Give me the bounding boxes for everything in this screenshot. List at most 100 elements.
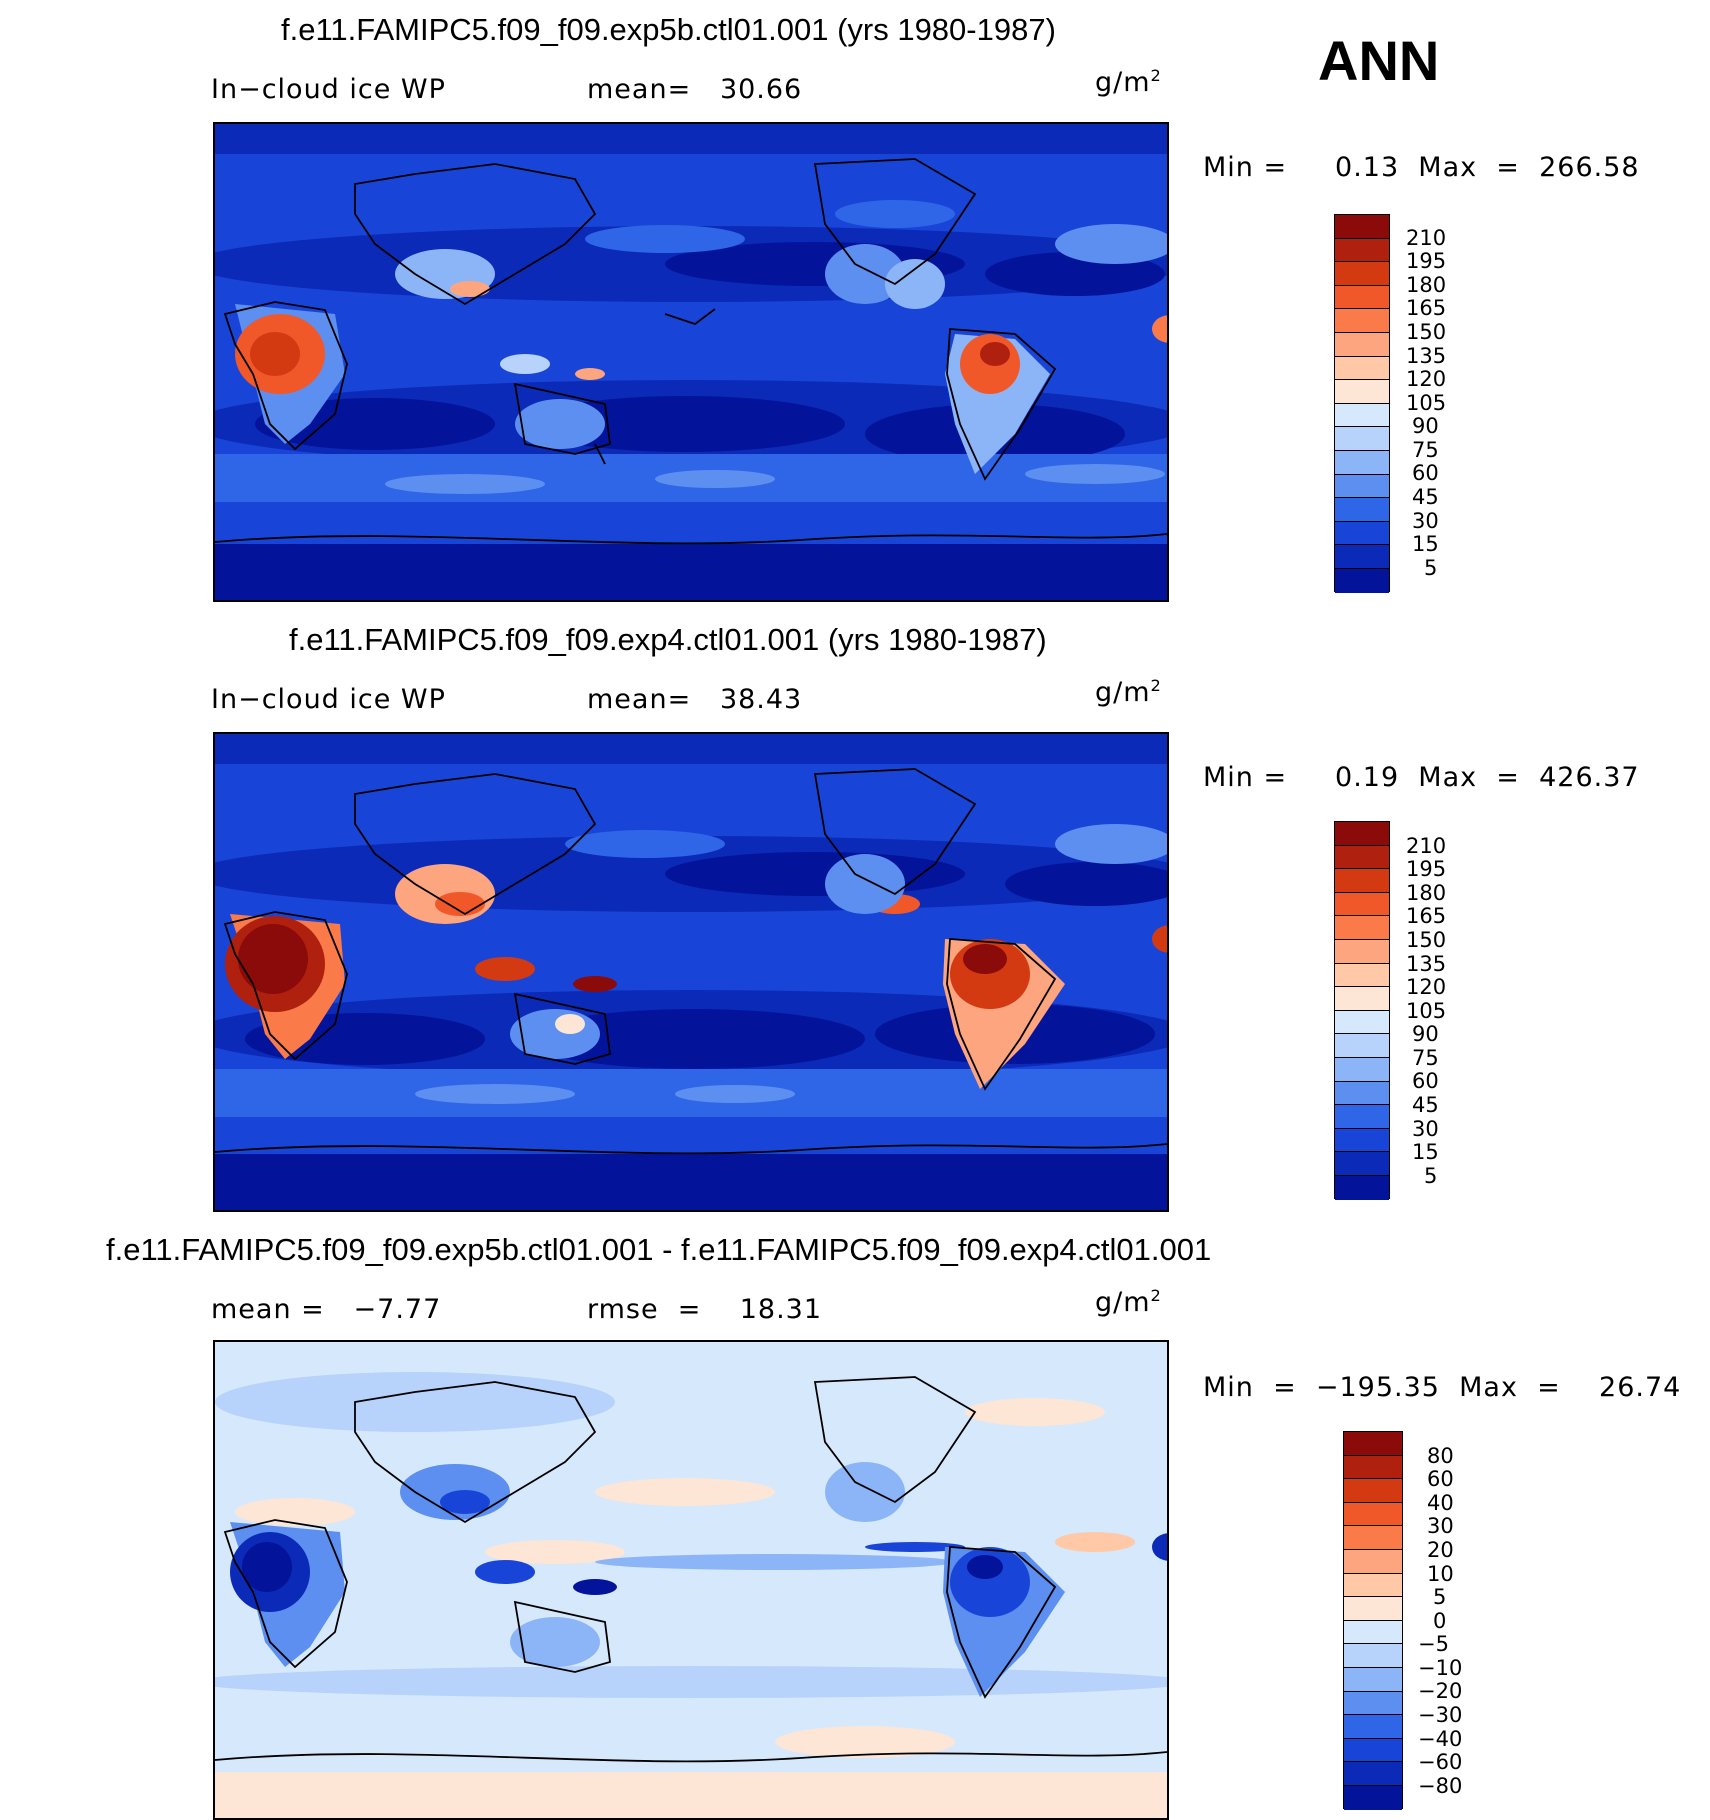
cbar2-seg (1335, 845, 1389, 870)
cbar-tick: 120 (1406, 975, 1447, 999)
panel2-minmax: Min = 0.19 Max = 426.37 (1203, 762, 1640, 793)
cbar2-seg (1335, 939, 1389, 964)
cbar-tick: −80 (1418, 1774, 1463, 1798)
season-label: ANN (1318, 29, 1440, 92)
cbar-tick: 45 (1412, 485, 1439, 509)
cbar-tick: 180 (1406, 273, 1447, 297)
panel3-colorbar (1343, 1431, 1403, 1810)
cbar-tick: −20 (1418, 1679, 1463, 1703)
cbar-tick: 75 (1412, 1046, 1439, 1070)
cbar2-seg (1335, 1034, 1389, 1058)
panel1-title: f.e11.FAMIPC5.f09_f09.exp5b.ctl01.001 (y… (281, 12, 1056, 47)
cbar-tick: 150 (1406, 320, 1447, 344)
cbar-tick: 165 (1406, 296, 1447, 320)
cbar3-seg (1344, 1785, 1402, 1810)
cbar1-seg (1335, 332, 1389, 357)
cbar3-seg (1344, 1549, 1402, 1574)
cbar1-seg (1335, 262, 1389, 286)
panel3-units: g/m2 (1095, 1286, 1162, 1318)
cbar1-seg (1335, 238, 1389, 263)
cbar2-seg (1335, 1128, 1389, 1153)
cbar-tick: −40 (1418, 1727, 1463, 1751)
cbar-tick: 30 (1427, 1514, 1454, 1538)
cbar1-seg (1335, 427, 1389, 451)
cbar2-seg (1335, 963, 1389, 988)
panel1-mean: mean= 30.66 (587, 74, 803, 105)
cbar-tick: −5 (1418, 1632, 1449, 1656)
panel3-minmax: Min = −195.35 Max = 26.74 (1203, 1372, 1682, 1403)
cbar-tick: 75 (1412, 438, 1439, 462)
cbar1-seg (1335, 474, 1389, 499)
cbar-tick: 135 (1406, 952, 1447, 976)
cbar-tick: −10 (1418, 1656, 1463, 1680)
panel2-units: g/m2 (1095, 676, 1162, 708)
cbar3-seg (1344, 1479, 1402, 1503)
panel3-mean: mean = −7.77 (211, 1294, 442, 1325)
panel2-colorbar (1334, 821, 1390, 1200)
cbar-tick: 10 (1427, 1562, 1454, 1586)
cbar-tick: 15 (1412, 1140, 1439, 1164)
cbar-tick: 195 (1406, 857, 1447, 881)
cbar1-seg (1335, 545, 1389, 569)
cbar-tick: 60 (1412, 461, 1439, 485)
panel2-map (213, 732, 1169, 1212)
cbar-tick: 195 (1406, 249, 1447, 273)
panel2-title: f.e11.FAMIPC5.f09_f09.exp4.ctl01.001 (yr… (289, 622, 1047, 657)
cbar3-seg (1344, 1620, 1402, 1645)
cbar-tick: −30 (1418, 1703, 1463, 1727)
cbar-tick: 150 (1406, 928, 1447, 952)
cbar-tick: 120 (1406, 367, 1447, 391)
panel1-map (213, 122, 1169, 602)
cbar1-seg (1335, 380, 1389, 404)
cbar1-seg (1335, 285, 1389, 310)
cbar-tick: 5 (1424, 556, 1438, 580)
cbar-tick: 60 (1412, 1069, 1439, 1093)
cbar2-seg (1335, 1081, 1389, 1106)
cbar-tick: 40 (1427, 1491, 1454, 1515)
cbar2-seg (1335, 987, 1389, 1011)
cbar-tick: 20 (1427, 1538, 1454, 1562)
panel1-colorbar (1334, 214, 1390, 593)
cbar3-seg (1344, 1715, 1402, 1739)
cbar-tick: 5 (1424, 1164, 1438, 1188)
cbar-tick: 60 (1427, 1467, 1454, 1491)
cbar-tick: 165 (1406, 904, 1447, 928)
cbar3-seg (1344, 1573, 1402, 1598)
cbar3-seg (1344, 1691, 1402, 1716)
cbar1-seg (1335, 521, 1389, 546)
panel2-variable: In−cloud ice WP (211, 684, 446, 715)
cbar-tick: 80 (1427, 1444, 1454, 1468)
cbar3-seg (1344, 1455, 1402, 1480)
cbar1-seg (1335, 356, 1389, 381)
cbar2-seg (1335, 916, 1389, 940)
cbar-tick: 15 (1412, 532, 1439, 556)
cbar2-seg (1335, 1010, 1389, 1035)
cbar-tick: 105 (1406, 999, 1447, 1023)
panel1-minmax: Min = 0.13 Max = 266.58 (1203, 152, 1640, 183)
cbar-tick: 45 (1412, 1093, 1439, 1117)
cbar3-seg (1344, 1432, 1402, 1456)
panel3-rmse: rmse = 18.31 (587, 1294, 823, 1325)
cbar1-seg (1335, 403, 1389, 428)
panel1-units: g/m2 (1095, 66, 1162, 98)
cbar-tick: 135 (1406, 344, 1447, 368)
cbar1-seg (1335, 498, 1389, 522)
cbar-tick: 90 (1412, 1022, 1439, 1046)
cbar2-seg (1335, 1057, 1389, 1082)
cbar-tick: 210 (1406, 834, 1447, 858)
cbar2-seg (1335, 1175, 1389, 1200)
panel1-variable: In−cloud ice WP (211, 74, 446, 105)
cbar-tick: 30 (1412, 1117, 1439, 1141)
cbar3-seg (1344, 1644, 1402, 1668)
cbar-tick: 180 (1406, 881, 1447, 905)
cbar2-seg (1335, 822, 1389, 846)
cbar-tick: 105 (1406, 391, 1447, 415)
cbar1-seg (1335, 568, 1389, 593)
panel3-title: f.e11.FAMIPC5.f09_f09.exp5b.ctl01.001 - … (106, 1232, 1212, 1267)
cbar3-seg (1344, 1738, 1402, 1763)
cbar3-seg (1344, 1526, 1402, 1550)
cbar-tick: −60 (1418, 1750, 1463, 1774)
panel3-map (213, 1340, 1169, 1820)
cbar2-seg (1335, 892, 1389, 917)
cbar1-seg (1335, 215, 1389, 239)
